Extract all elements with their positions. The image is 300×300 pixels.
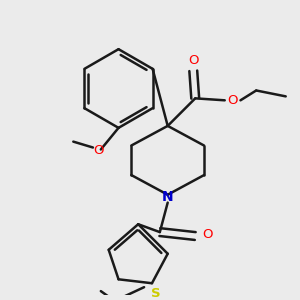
Text: S: S — [151, 286, 161, 300]
Text: O: O — [94, 144, 104, 157]
Text: N: N — [162, 190, 173, 204]
Text: O: O — [202, 228, 212, 241]
Text: O: O — [188, 55, 199, 68]
Text: O: O — [227, 94, 238, 107]
